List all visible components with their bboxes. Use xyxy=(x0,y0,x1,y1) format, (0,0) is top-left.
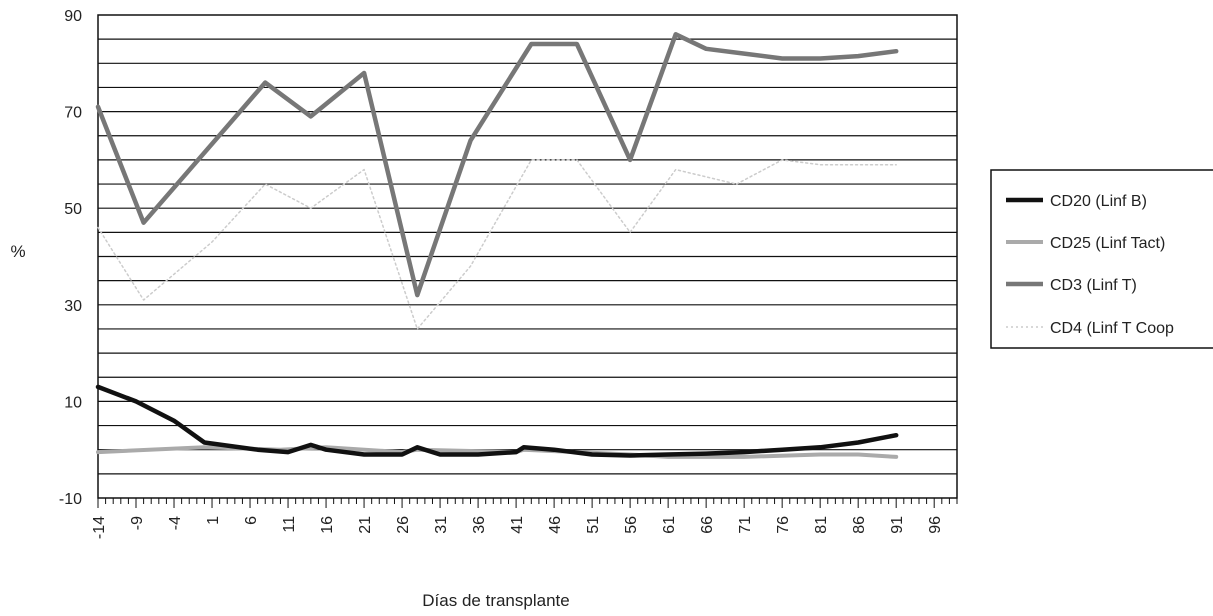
x-tick-label: 1 xyxy=(205,516,222,525)
y-tick-label: 90 xyxy=(64,8,82,25)
y-tick-label: 50 xyxy=(64,201,82,218)
x-tick-label: 56 xyxy=(623,516,640,534)
x-axis-ticks xyxy=(97,498,958,508)
x-tick-label: 11 xyxy=(281,516,298,533)
series-line xyxy=(95,384,899,458)
x-tick-label: 6 xyxy=(243,516,260,525)
x-tick-label: 46 xyxy=(547,516,564,534)
x-tick-label: 41 xyxy=(509,516,526,534)
x-tick-label: -9 xyxy=(129,516,146,530)
legend-label-cd20: CD20 (Linf B) xyxy=(1050,193,1147,210)
series-line xyxy=(97,159,897,330)
x-tick-label: 81 xyxy=(813,516,830,534)
x-tick-label: 91 xyxy=(889,516,906,534)
x-axis-label: Días de transplante xyxy=(422,591,569,610)
y-tick-label: 10 xyxy=(64,394,82,411)
legend: CD20 (Linf B) CD25 (Linf Tact) CD3 (Linf… xyxy=(990,169,1213,349)
x-tick-label: 96 xyxy=(927,516,944,534)
legend-label-cd3: CD3 (Linf T) xyxy=(1050,277,1137,294)
x-tick-label: -14 xyxy=(91,516,108,539)
y-axis-label: % xyxy=(10,242,25,261)
x-tick-label: 86 xyxy=(851,516,868,534)
plot-area xyxy=(97,14,958,499)
series-line xyxy=(95,32,899,298)
x-tick-label: 66 xyxy=(699,516,716,534)
x-tick-label: 31 xyxy=(433,516,450,534)
y-tick-label: 70 xyxy=(64,105,82,122)
y-tick-label: 30 xyxy=(64,298,82,315)
x-tick-label: 51 xyxy=(585,516,602,534)
legend-label-cd25: CD25 (Linf Tact) xyxy=(1050,235,1165,252)
x-tick-label: 36 xyxy=(471,516,488,534)
legend-label-cd4: CD4 (Linf T Coop xyxy=(1050,320,1174,337)
gridlines xyxy=(98,38,957,475)
y-axis-tick-labels: -10 10 30 50 70 90 xyxy=(59,8,82,508)
x-tick-label: 21 xyxy=(357,516,374,534)
x-tick-label: 26 xyxy=(395,516,412,534)
x-tick-label: 61 xyxy=(661,516,678,534)
x-tick-label: 76 xyxy=(775,516,792,534)
x-tick-label: -4 xyxy=(167,516,184,530)
x-tick-label: 71 xyxy=(737,516,754,534)
y-tick-label: -10 xyxy=(59,491,82,508)
x-axis-tick-labels: -14 -9 -4 1 6 11 16 21 26 31 36 41 46 51 56 61 66 71 76 81 8… xyxy=(91,516,944,539)
series-lines xyxy=(95,32,899,459)
x-tick-label: 16 xyxy=(319,516,336,534)
